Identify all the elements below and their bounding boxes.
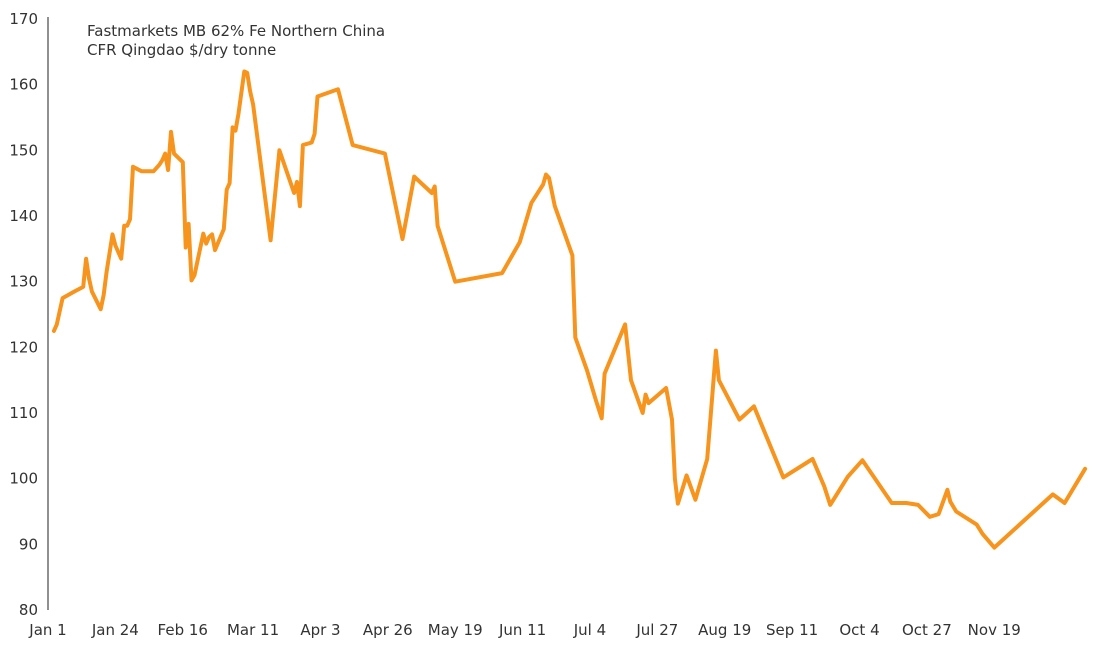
series-line <box>51 69 1088 550</box>
y-tick-label: 90 <box>19 535 38 553</box>
series-layer <box>51 69 1088 550</box>
x-tick-label: Oct 27 <box>902 621 952 639</box>
y-tick-label: 150 <box>9 141 38 159</box>
chart-title: Fastmarkets MB 62% Fe Northern China CFR… <box>87 22 385 59</box>
x-tick-label: Apr 26 <box>363 621 413 639</box>
y-tick-label: 170 <box>9 10 38 28</box>
x-tick-label: Mar 11 <box>227 621 279 639</box>
x-tick-label: Jul 27 <box>635 621 678 639</box>
x-tick-label: Sep 11 <box>766 621 818 639</box>
x-tick-label: Nov 19 <box>968 621 1021 639</box>
y-tick-label: 120 <box>9 338 38 356</box>
y-tick-label: 100 <box>9 470 38 488</box>
x-tick-label: Feb 16 <box>158 621 208 639</box>
x-tick-label: Jan 1 <box>28 621 66 639</box>
y-tick-label: 130 <box>9 273 38 291</box>
y-tick-label: 160 <box>9 76 38 94</box>
y-tick-label: 140 <box>9 207 38 225</box>
x-tick-label: Jan 24 <box>91 621 139 639</box>
x-tick-label: Apr 3 <box>300 621 340 639</box>
x-axis-tick-labels: Jan 1 Jan 24 Feb 16 Mar 11 Apr 3 Apr 26 May 19… <box>28 621 1021 639</box>
x-tick-label: Aug 19 <box>698 621 751 639</box>
x-tick-label: Oct 4 <box>839 621 879 639</box>
chart-title-line-2: CFR Qingdao $/dry tonne <box>87 41 276 59</box>
x-tick-label: Jul 4 <box>573 621 606 639</box>
x-tick-label: May 19 <box>428 621 483 639</box>
x-tick-label: Jun 11 <box>498 621 546 639</box>
y-axis-tick-labels: 80 90 100 110 120 130 140 150 160 170 <box>9 10 38 619</box>
chart-title-line-1: Fastmarkets MB 62% Fe Northern China <box>87 22 385 40</box>
y-tick-label: 110 <box>9 404 38 422</box>
y-tick-label: 80 <box>19 601 38 619</box>
